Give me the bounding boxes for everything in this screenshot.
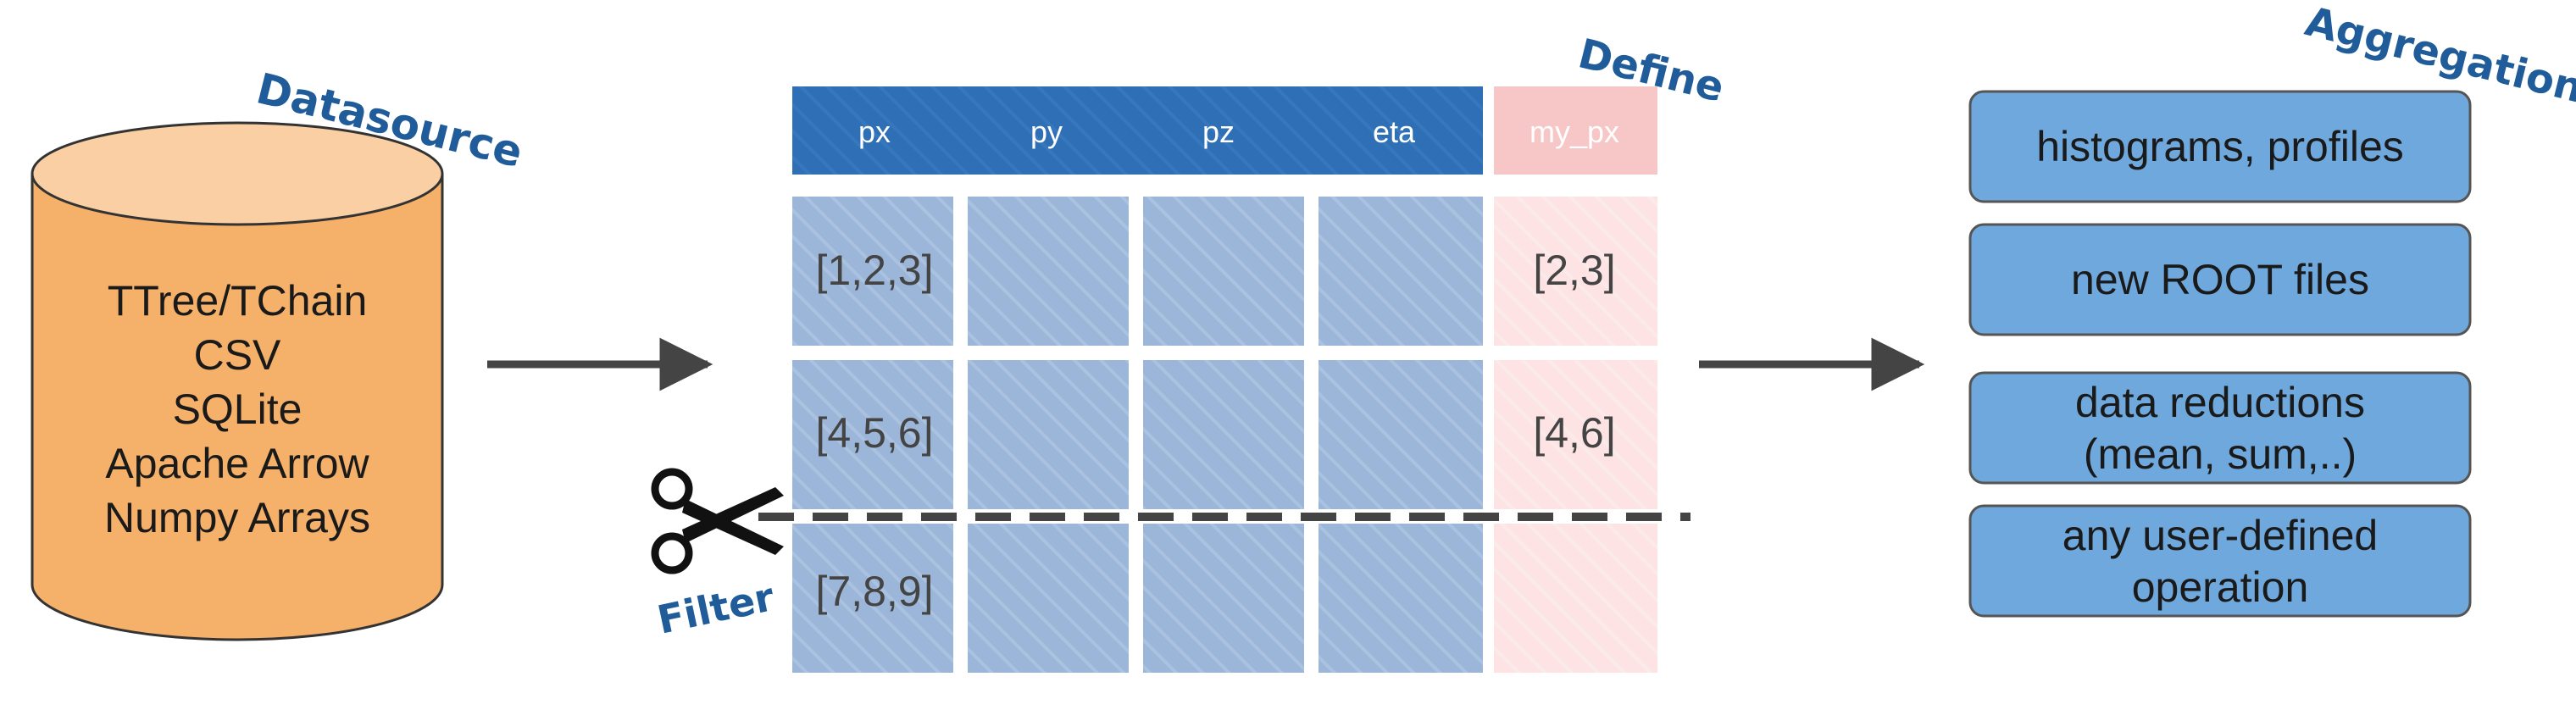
column-header-eta: eta — [1373, 114, 1416, 149]
define-cell — [1494, 197, 1657, 346]
datasource-cylinder: TTree/TChain CSV SQLite Apache Arrow Num… — [31, 121, 444, 641]
column-header-py: py — [1030, 114, 1063, 149]
table-cell — [1319, 524, 1483, 673]
define-cell-value: [4,6] — [1533, 409, 1615, 457]
aggregation-box: new ROOT files — [1968, 223, 2472, 336]
datasource-item: Apache Arrow — [105, 440, 369, 487]
table-cell — [1319, 197, 1483, 346]
aggregation-box: histograms, profiles — [1968, 90, 2472, 203]
cylinder-body — [31, 174, 444, 641]
aggregation-box: any user-defined operation — [1968, 504, 2472, 618]
table-cell — [1143, 360, 1304, 509]
cell-value: [4,5,6] — [816, 409, 934, 457]
table-cell — [792, 197, 953, 346]
table-cell — [968, 524, 1129, 673]
aggregation-text: any user-defined — [2062, 512, 2378, 559]
aggregation-box: data reductions (mean, sum,..) — [1968, 371, 2472, 485]
aggregation-text: (mean, sum,..) — [2084, 430, 2357, 478]
table-cell — [792, 360, 953, 509]
cell-value: [1,2,3] — [816, 247, 934, 294]
table-cell — [1143, 197, 1304, 346]
column-header-pz: pz — [1202, 114, 1235, 149]
aggregation-text: data reductions — [2075, 379, 2365, 426]
define-cell — [1494, 360, 1657, 509]
datasource-item: CSV — [194, 331, 281, 379]
table-cell — [1319, 360, 1483, 509]
aggregation-text: operation — [2132, 563, 2309, 611]
cell-value: [7,8,9] — [816, 568, 934, 615]
table-cell — [968, 197, 1129, 346]
datasource-item: Numpy Arrays — [104, 494, 370, 541]
filter-label: Filter — [653, 574, 778, 643]
aggregation-text: histograms, profiles — [2036, 123, 2404, 170]
define-cell — [1494, 524, 1657, 673]
column-header-px: px — [858, 114, 891, 149]
aggregation-text: new ROOT files — [2071, 256, 2369, 303]
table-header — [792, 86, 1483, 175]
table-cell — [968, 360, 1129, 509]
define-cell-value: [2,3] — [1533, 247, 1615, 294]
data-table: px py pz eta my_px [1,2,3] [2,3] [4,5,6]… — [792, 86, 1657, 673]
scissors-icon — [651, 468, 784, 574]
table-cell — [792, 524, 953, 673]
define-header-label: my_px — [1530, 114, 1619, 149]
datasource-item: TTree/TChain — [108, 277, 368, 324]
datasource-item: SQLite — [173, 386, 303, 433]
table-cell — [1143, 524, 1304, 673]
cylinder-top — [31, 121, 444, 226]
define-column-header — [1494, 86, 1657, 175]
